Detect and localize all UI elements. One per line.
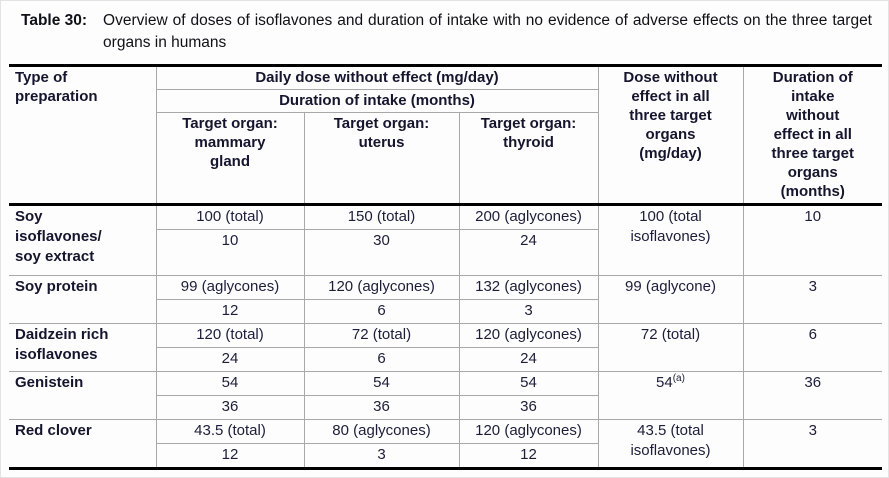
header-target-organ-uterus: Target organ: uterus bbox=[303, 112, 460, 206]
duration-cell: 10 bbox=[155, 229, 305, 276]
dose-cell: 54 bbox=[155, 371, 305, 396]
table-caption-label: Table 30: bbox=[21, 12, 88, 29]
header-target-organ-mammary: Target organ: mammary gland bbox=[155, 112, 305, 206]
header-dose-all-organs: Dose without effect in all three target … bbox=[597, 65, 744, 206]
header-duration-all-organs: Duration of intake without effect in all… bbox=[742, 65, 882, 206]
dose-cell: 120 (aglycones) bbox=[458, 419, 599, 444]
duration-all-cell: 3 bbox=[742, 419, 882, 469]
dose-all-cell: 43.5 (total isoflavones) bbox=[597, 419, 744, 469]
duration-cell: 6 bbox=[303, 347, 460, 372]
dose-cell: 120 (total) bbox=[155, 323, 305, 348]
preparation-cell: Soy protein bbox=[9, 275, 157, 324]
row-genistein-dose: Genistein 54 54 54 54(a) 36 bbox=[9, 371, 882, 420]
duration-cell: 36 bbox=[458, 395, 599, 420]
dose-cell: 200 (aglycones) bbox=[458, 204, 599, 230]
dose-all-value: 54 bbox=[656, 374, 673, 391]
row-daidzein-duration: 24 6 24 bbox=[9, 347, 882, 372]
dose-cell: 150 (total) bbox=[303, 204, 460, 230]
dose-cell: 120 (aglycones) bbox=[458, 323, 599, 348]
header-duration-of-intake-group: Duration of intake (months) bbox=[155, 89, 599, 113]
header-target-organ-thyroid: Target organ: thyroid bbox=[458, 112, 599, 206]
row-soy-isoflavones-dose: Soy isoflavones/ soy extract 100 (total)… bbox=[9, 204, 882, 276]
dose-cell: 99 (aglycones) bbox=[155, 275, 305, 300]
header-row-1: Type of preparation Daily dose without e… bbox=[9, 65, 882, 206]
table-caption: Table 30: Overview of doses of isoflavon… bbox=[1, 1, 888, 54]
dose-all-cell: 54(a) bbox=[597, 371, 744, 420]
duration-cell: 12 bbox=[155, 299, 305, 324]
footnote-text: From the same clinical trial. bbox=[45, 475, 215, 477]
duration-cell: 24 bbox=[458, 347, 599, 372]
dose-all-cell: 99 (aglycone) bbox=[597, 275, 744, 324]
dose-cell: 72 (total) bbox=[303, 323, 460, 348]
dose-cell: 54 bbox=[458, 371, 599, 396]
header-daily-dose-group: Daily dose without effect (mg/day) bbox=[155, 65, 599, 90]
row-genistein-duration: 36 36 36 bbox=[9, 395, 882, 420]
duration-cell: 30 bbox=[303, 229, 460, 276]
preparation-cell: Daidzein rich isoflavones bbox=[9, 323, 157, 372]
duration-cell: 36 bbox=[303, 395, 460, 420]
duration-all-cell: 10 bbox=[742, 204, 882, 276]
header-type-of-preparation: Type of preparation bbox=[9, 65, 157, 206]
row-daidzein-dose: Daidzein rich isoflavones 120 (total) 72… bbox=[9, 323, 882, 372]
row-red-clover-dose: Red clover 43.5 (total) 80 (aglycones) 1… bbox=[9, 419, 882, 469]
duration-cell: 12 bbox=[458, 443, 599, 469]
duration-cell: 3 bbox=[303, 443, 460, 469]
row-red-clover-duration: 12 3 12 bbox=[9, 443, 882, 469]
dose-cell: 80 (aglycones) bbox=[303, 419, 460, 444]
table-footnote: (a): From the same clinical trial. bbox=[15, 475, 888, 477]
isoflavones-dose-table: Type of preparation Daily dose without e… bbox=[9, 64, 882, 470]
preparation-cell: Genistein bbox=[9, 371, 157, 420]
dose-cell: 132 (aglycones) bbox=[458, 275, 599, 300]
table-body: Soy isoflavones/ soy extract 100 (total)… bbox=[9, 204, 882, 469]
duration-cell: 3 bbox=[458, 299, 599, 324]
preparation-cell: Soy isoflavones/ soy extract bbox=[9, 204, 157, 276]
row-soy-protein-dose: Soy protein 99 (aglycones) 120 (aglycone… bbox=[9, 275, 882, 324]
dose-cell: 120 (aglycones) bbox=[303, 275, 460, 300]
dose-all-cell: 72 (total) bbox=[597, 323, 744, 372]
duration-all-cell: 36 bbox=[742, 371, 882, 420]
duration-all-cell: 6 bbox=[742, 323, 882, 372]
preparation-cell: Red clover bbox=[9, 419, 157, 469]
duration-cell: 24 bbox=[155, 347, 305, 372]
table-header: Type of preparation Daily dose without e… bbox=[9, 65, 882, 206]
footnote-label: (a): bbox=[15, 475, 36, 477]
dose-all-cell: 100 (total isoflavones) bbox=[597, 204, 744, 276]
duration-cell: 36 bbox=[155, 395, 305, 420]
duration-cell: 6 bbox=[303, 299, 460, 324]
row-soy-isoflavones-duration: 10 30 24 bbox=[9, 229, 882, 276]
dose-cell: 43.5 (total) bbox=[155, 419, 305, 444]
header-row-2: Duration of intake (months) bbox=[9, 89, 882, 113]
duration-cell: 12 bbox=[155, 443, 305, 469]
table-caption-text: Overview of doses of isoflavones and dur… bbox=[103, 12, 872, 51]
header-row-3: Target organ: mammary gland Target organ… bbox=[9, 112, 882, 206]
dose-cell: 54 bbox=[303, 371, 460, 396]
footnote-marker-a: (a) bbox=[672, 373, 685, 384]
dose-cell: 100 (total) bbox=[155, 204, 305, 230]
duration-cell: 24 bbox=[458, 229, 599, 276]
duration-all-cell: 3 bbox=[742, 275, 882, 324]
